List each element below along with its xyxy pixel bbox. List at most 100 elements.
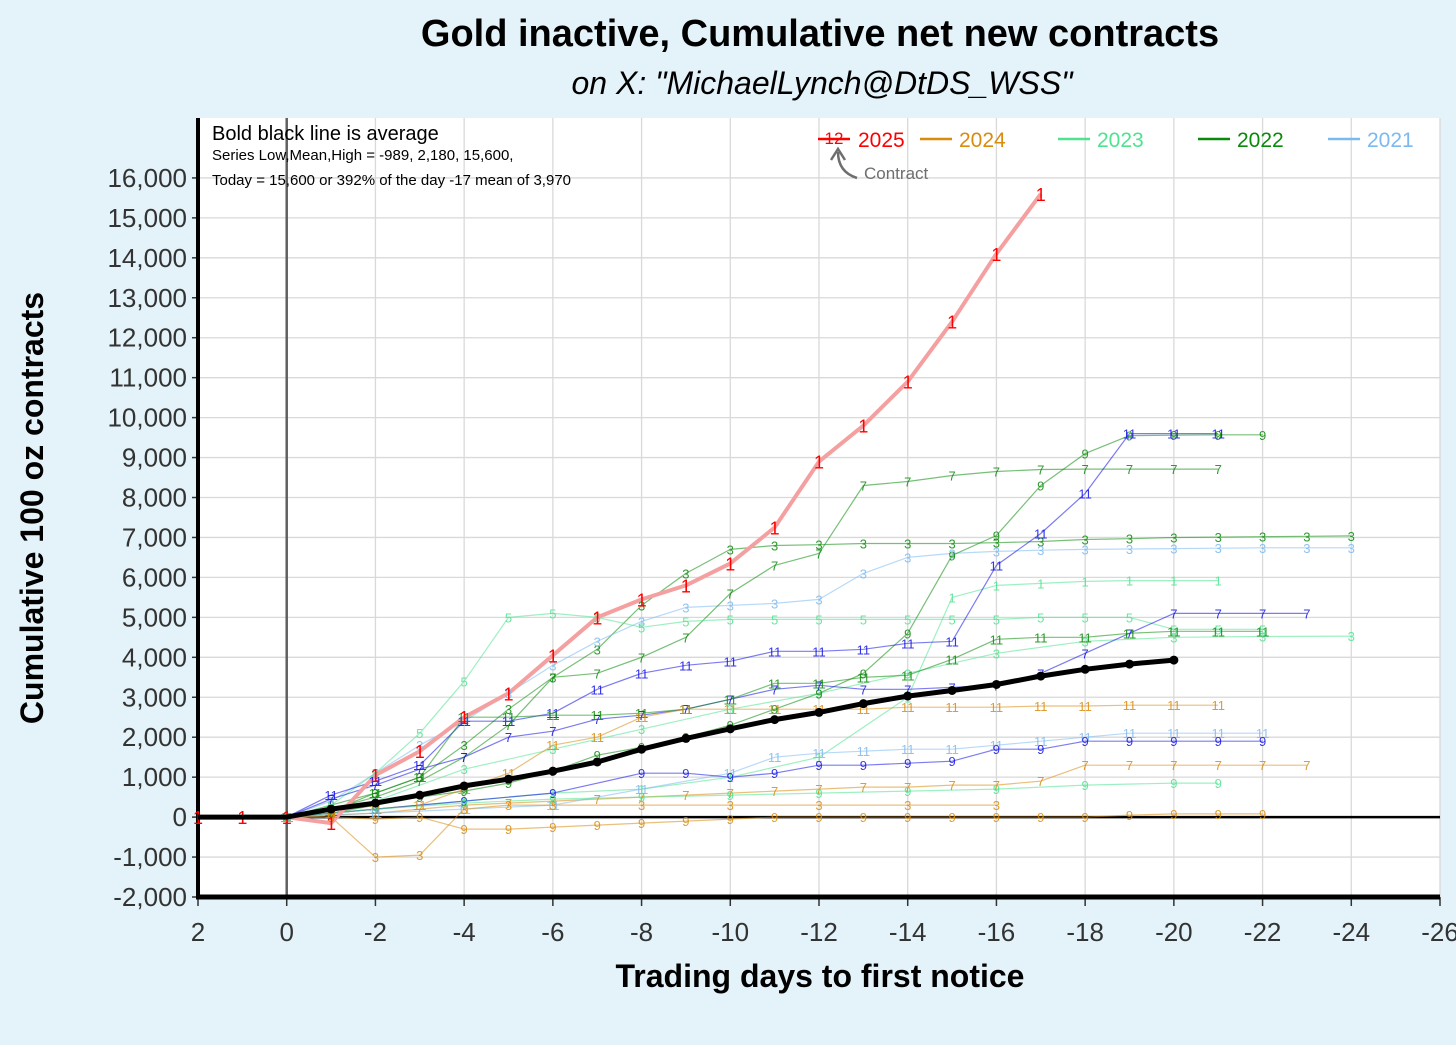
point-label-2022: 7 (594, 666, 601, 681)
point-label-2020: 9 (771, 766, 778, 781)
point-label-2020: 7 (1082, 646, 1089, 661)
y-tick-label: 1,000 (122, 762, 187, 792)
point-label-2022: 7 (860, 479, 867, 494)
x-tick-label: -18 (1066, 917, 1104, 947)
point-label-2024: 7 (904, 780, 911, 795)
point-label-2023: 5 (549, 606, 556, 621)
point-label-2021: 11 (546, 798, 560, 813)
y-tick-label: 4,000 (122, 642, 187, 672)
point-label-2025: 1 (592, 608, 602, 628)
point-label-2023: 9 (993, 782, 1000, 797)
point-label-2022: 11 (1034, 630, 1048, 645)
point-label-2023: 1 (638, 782, 645, 797)
point-label-2022: 7 (1215, 462, 1222, 477)
point-label-2023: 9 (549, 792, 556, 807)
point-label-2022: 11 (768, 676, 782, 691)
x-tick-label: -14 (889, 917, 927, 947)
point-label-2020: 11 (1211, 427, 1225, 442)
point-label-2020: 9 (461, 794, 468, 809)
point-label-2024: 7 (416, 802, 423, 817)
point-label-2021: 3 (461, 714, 468, 729)
point-label-2023: 5 (372, 766, 379, 781)
y-tick-label: 3,000 (122, 682, 187, 712)
point-label-2024: 7 (1170, 758, 1177, 773)
average-point (1080, 664, 1090, 674)
point-label-2022: 3 (1037, 534, 1044, 549)
series-lines (198, 192, 1352, 858)
point-label-2024: 9 (461, 822, 468, 837)
point-label-2024: 9 (549, 820, 556, 835)
point-label-2024: 7 (860, 780, 867, 795)
point-label-2020: 11 (1078, 487, 1092, 502)
point-label-2020: 7 (1215, 606, 1222, 621)
point-label-2023: 3 (1170, 630, 1177, 645)
point-label-2025: 1 (459, 708, 469, 728)
point-label-2023: 9 (1215, 776, 1222, 791)
y-tick-label: 6,000 (122, 562, 187, 592)
point-label-2020: 9 (638, 766, 645, 781)
x-tick-label: -6 (541, 917, 564, 947)
point-label-2021: 3 (1303, 541, 1310, 556)
legend: 12 Contract 202520242023202220212020 (818, 129, 1414, 183)
point-label-2022: 11 (990, 632, 1004, 647)
x-tick-label: -12 (800, 917, 838, 947)
point-label-2024: 7 (727, 786, 734, 801)
point-label-2024: 7 (1303, 758, 1310, 773)
point-label-2020: 9 (1259, 734, 1266, 749)
series-line-2022 (286, 535, 1352, 818)
point-label-2022: 11 (724, 692, 738, 707)
point-label-2022: 3 (771, 538, 778, 553)
point-label-2021: 3 (1126, 542, 1133, 557)
point-label-2024: 7 (948, 778, 955, 793)
point-label-2023: 1 (372, 802, 379, 817)
point-label-2023: 5 (815, 612, 822, 627)
point-label-2023: 5 (1037, 610, 1044, 625)
point-label-2022: 9 (860, 666, 867, 681)
point-label-2022: 7 (815, 546, 822, 561)
point-label-2025: 1 (947, 313, 957, 333)
point-label-2022: 9 (904, 626, 911, 641)
point-label-2025: 1 (548, 646, 558, 666)
point-label-2021: 3 (1170, 542, 1177, 557)
average-line (198, 655, 1179, 820)
average-point (637, 744, 647, 754)
point-label-2021: 3 (638, 614, 645, 629)
point-label-2021: 3 (771, 596, 778, 611)
point-label-2023: 5 (904, 612, 911, 627)
y-tick-label: 16,000 (107, 163, 187, 193)
point-label-2020: 7 (1126, 626, 1133, 641)
point-label-2024: 11 (1167, 698, 1181, 713)
point-label-2023: 3 (461, 762, 468, 777)
point-label-2020: 11 (413, 758, 427, 773)
point-label-2022: 3 (1170, 530, 1177, 545)
point-label-2024: 3 (638, 798, 645, 813)
point-label-2025: 1 (770, 518, 780, 538)
point-label-2021: 11 (1256, 726, 1270, 741)
point-label-2023: 5 (505, 610, 512, 625)
point-label-2020: 11 (1034, 526, 1048, 541)
point-label-2024: 9 (993, 810, 1000, 825)
y-tick-label: -1,000 (113, 842, 187, 872)
point-label-2021: 11 (1123, 726, 1137, 741)
point-label-2022: 3 (1259, 530, 1266, 545)
series-line-2022 (286, 630, 1263, 818)
point-label-2022: 7 (993, 465, 1000, 480)
point-label-2024: 7 (505, 796, 512, 811)
point-label-2025: 1 (725, 554, 735, 574)
point-label-2021: 3 (1348, 541, 1355, 556)
point-label-2024: 9 (771, 810, 778, 825)
point-label-2024: 3 (549, 798, 556, 813)
point-label-2022: 11 (1123, 626, 1137, 641)
point-label-2020: 9 (1037, 742, 1044, 757)
point-label-2020: 7 (682, 702, 689, 717)
point-label-2024: 7 (771, 784, 778, 799)
point-label-2025: 1 (637, 590, 647, 610)
x-tick-label: -26 (1421, 917, 1456, 947)
series-line-2023 (286, 782, 1219, 818)
point-label-2024: 7 (1037, 774, 1044, 789)
series-line-2021 (286, 732, 1263, 818)
legend-label-2022: 2022 (1237, 129, 1284, 152)
point-label-2020: 11 (901, 636, 915, 651)
info-line-3: Today = 15,600 or 392% of the day -17 me… (212, 172, 571, 189)
